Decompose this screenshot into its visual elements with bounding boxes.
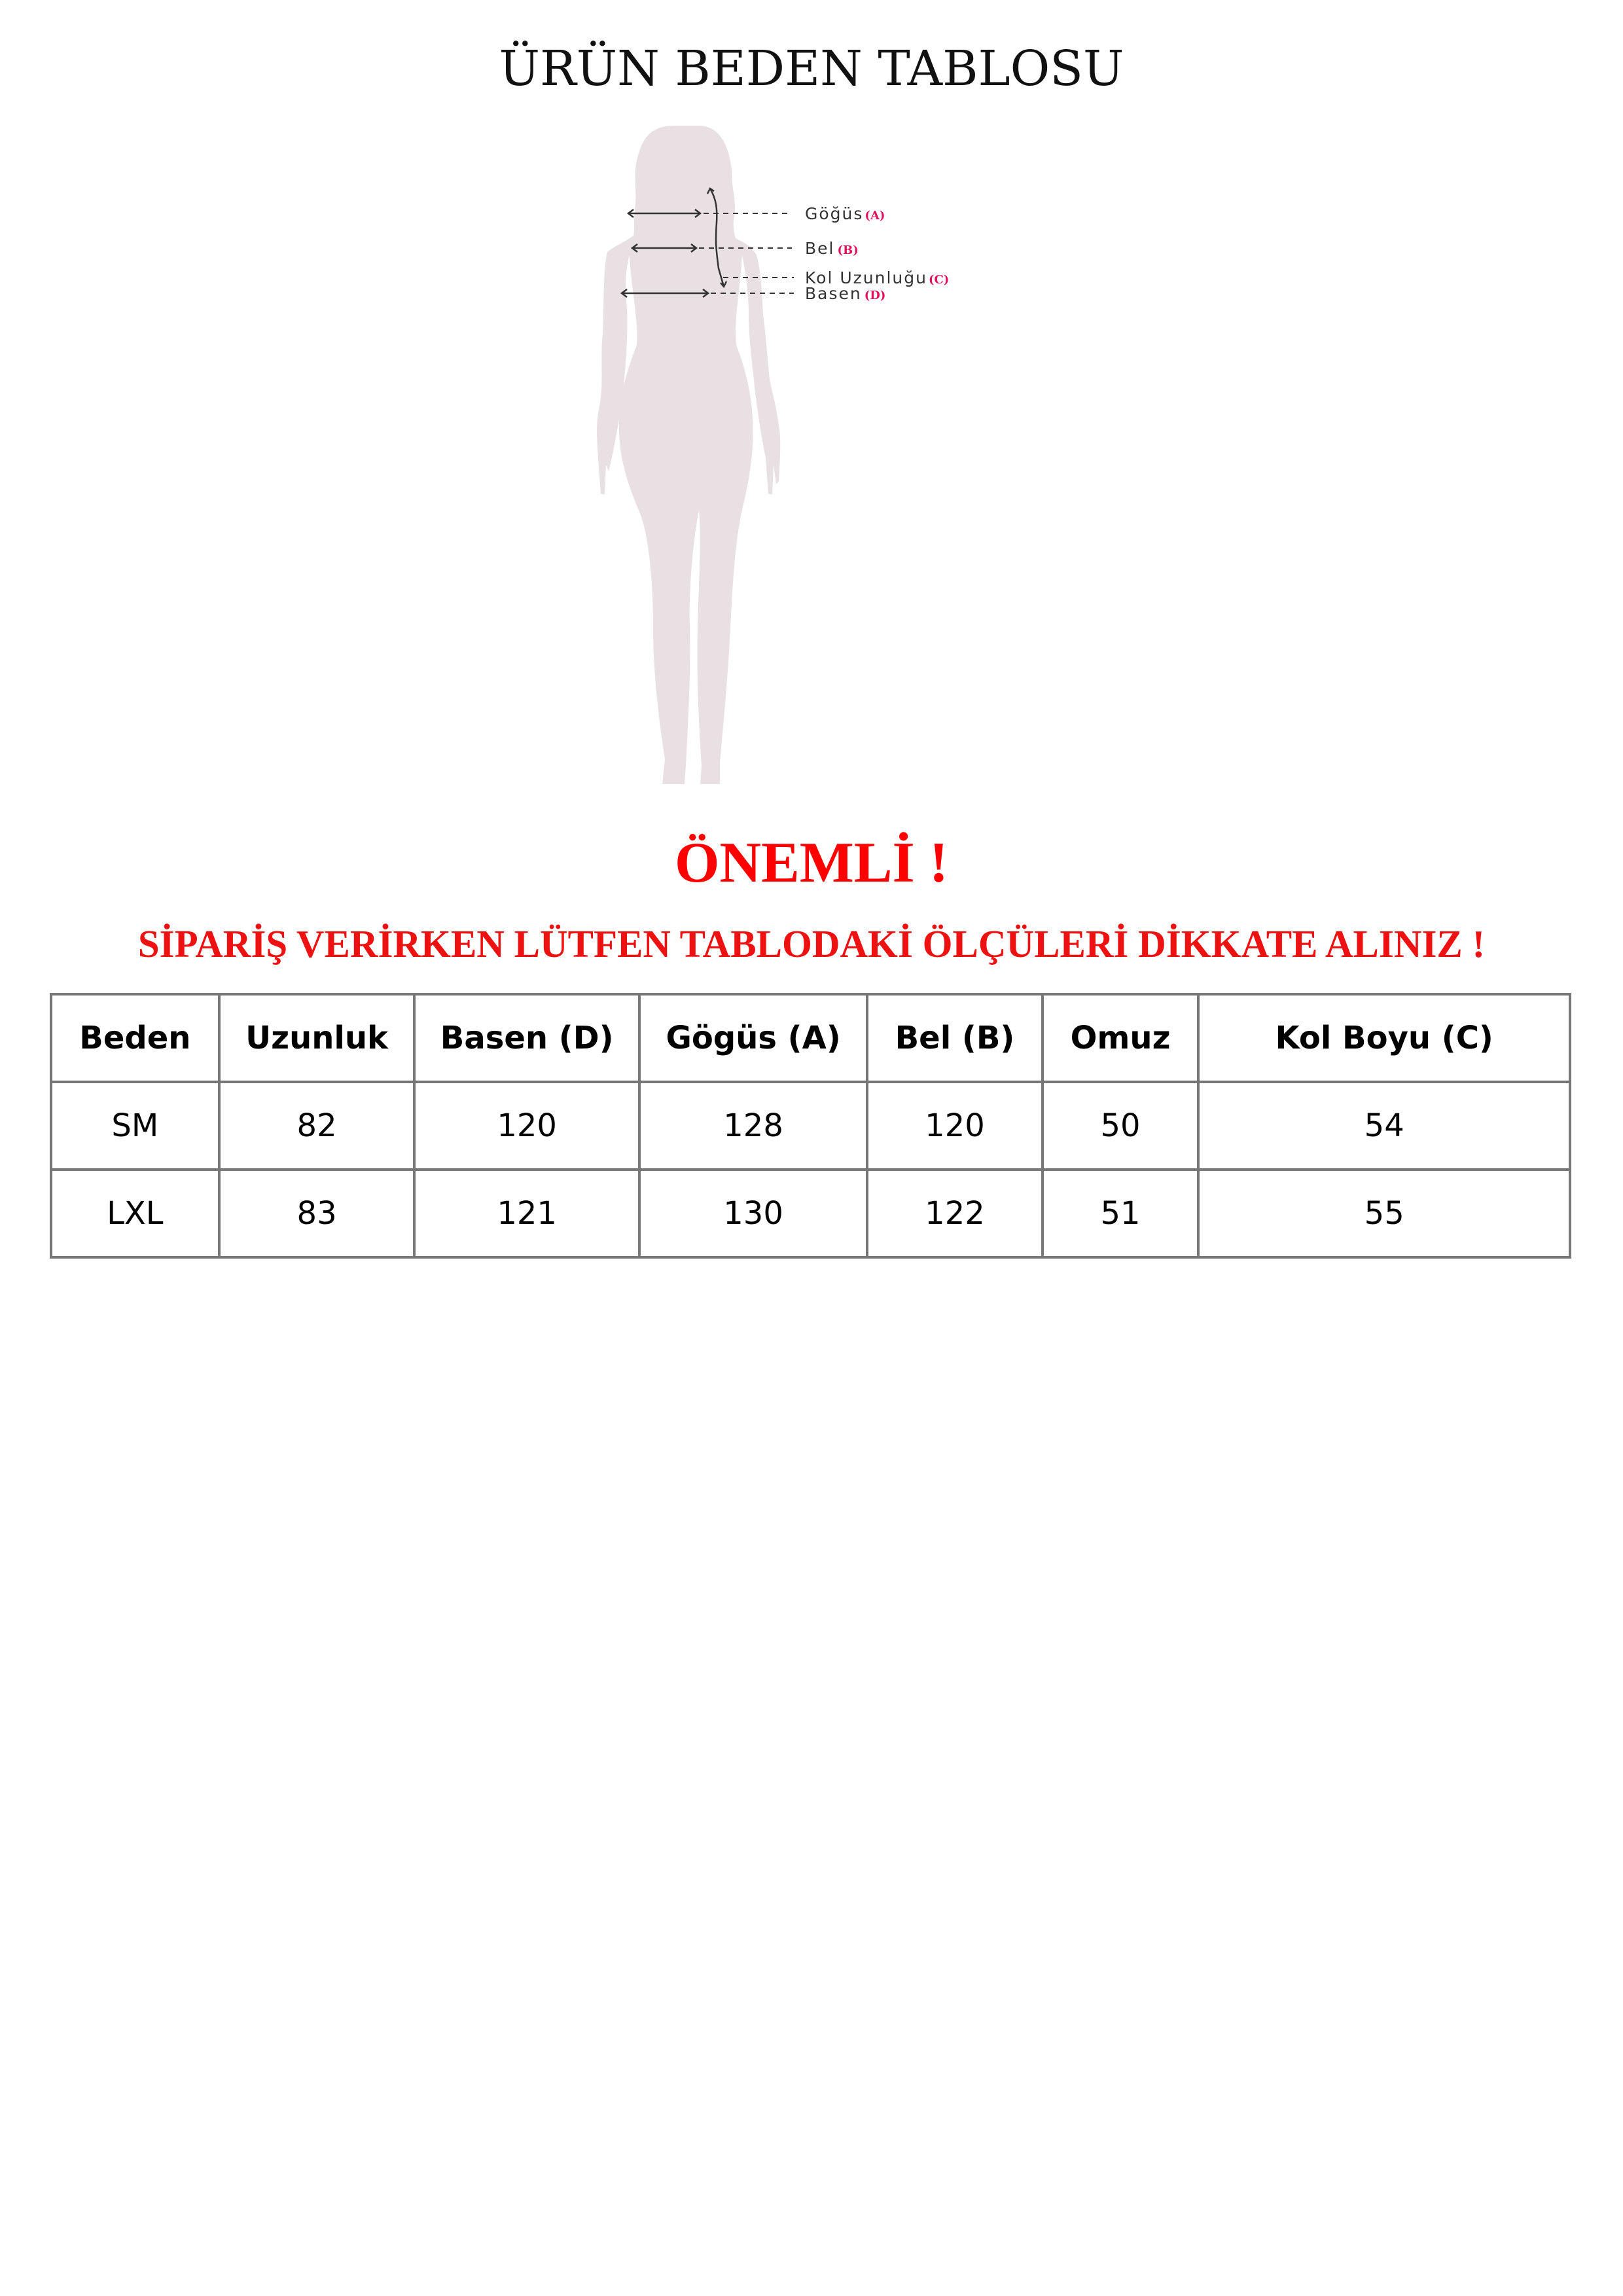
table-cell: SM bbox=[50, 1081, 221, 1171]
svg-text:Göğüs(A): Göğüs (A) bbox=[805, 204, 885, 223]
table-cell: 51 bbox=[1041, 1168, 1200, 1259]
svg-text:Basen(D): Basen (D) bbox=[805, 284, 885, 303]
label-bel: Bel bbox=[805, 239, 834, 258]
header-cell: Kol Boyu (C) bbox=[1197, 993, 1571, 1083]
table-cell: 120 bbox=[413, 1081, 641, 1171]
table-cell: 50 bbox=[1041, 1081, 1200, 1171]
table-row: LXL 83 121 130 122 51 55 bbox=[50, 1168, 1571, 1259]
woman-silhouette bbox=[597, 126, 781, 784]
body-measurement-figure: Göğüs (A) Bel (B) Kol Uzunluğu (C) Basen (D) bbox=[597, 126, 949, 784]
table-row: SM 82 120 128 120 50 54 bbox=[50, 1081, 1571, 1171]
table-cell: 54 bbox=[1197, 1081, 1571, 1171]
header-cell: Uzunluk bbox=[217, 993, 416, 1083]
table-cell: 121 bbox=[413, 1168, 641, 1259]
table-header-row: Beden Uzunluk Basen (D) Gögüs (A) Bel (B… bbox=[50, 993, 1571, 1083]
important-heading: ÖNEMLİ ! bbox=[675, 831, 948, 895]
header-cell: Beden bbox=[50, 993, 221, 1083]
table-cell: 83 bbox=[217, 1168, 416, 1259]
size-table: Beden Uzunluk Basen (D) Gögüs (A) Bel (B… bbox=[50, 993, 1571, 1259]
table-cell: 55 bbox=[1197, 1168, 1571, 1259]
table-cell: LXL bbox=[50, 1168, 221, 1259]
table-cell: 120 bbox=[866, 1081, 1044, 1171]
code-d: (D) bbox=[865, 289, 886, 302]
table-cell: 122 bbox=[866, 1168, 1044, 1259]
code-c: (C) bbox=[929, 273, 949, 287]
header-cell: Bel (B) bbox=[866, 993, 1044, 1083]
svg-text:Kol Uzunluğu(C): Kol Uzunluğu (C) bbox=[805, 268, 949, 287]
table-cell: 130 bbox=[637, 1168, 869, 1259]
order-notice: SİPARİŞ VERİRKEN LÜTFEN TABLODAKİ ÖLÇÜLE… bbox=[137, 922, 1486, 965]
table-cell: 128 bbox=[637, 1081, 869, 1171]
label-gogus: Göğüs bbox=[805, 204, 863, 223]
table-cell: 82 bbox=[217, 1081, 416, 1171]
label-basen: Basen bbox=[805, 284, 862, 303]
code-b: (B) bbox=[837, 243, 858, 257]
page-title: ÜRÜN BEDEN TABLOSU bbox=[499, 41, 1124, 97]
code-a: (A) bbox=[865, 209, 885, 223]
header-cell: Gögüs (A) bbox=[637, 993, 869, 1083]
label-kol-uzunlugu: Kol Uzunluğu bbox=[805, 268, 927, 287]
svg-text:Bel(B): Bel (B) bbox=[805, 239, 859, 258]
header-cell: Basen (D) bbox=[413, 993, 641, 1083]
header-cell: Omuz bbox=[1041, 993, 1200, 1083]
